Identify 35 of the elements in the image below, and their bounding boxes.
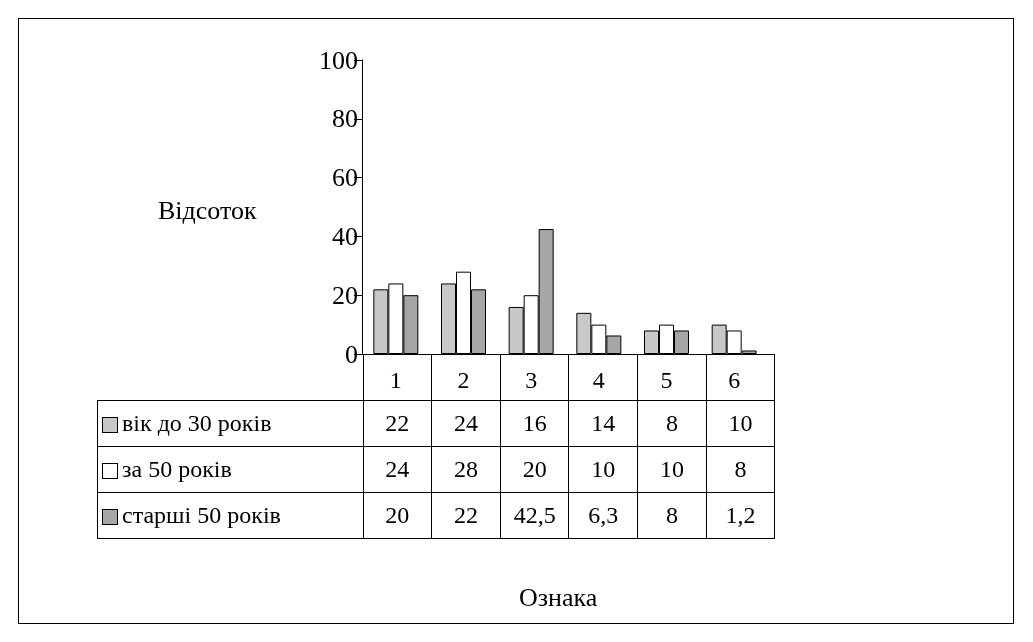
x-tick-label: 6 (728, 367, 741, 393)
data-label: 16 (500, 400, 569, 447)
y-tick-label: 100 (319, 45, 358, 75)
data-label: 28 (431, 446, 501, 493)
x-tick-label: 4 (592, 367, 605, 393)
x-tick-label: 3 (525, 367, 538, 393)
data-label: 20 (500, 446, 569, 493)
legend-label: старші 50 років (97, 492, 363, 539)
data-label: 10 (706, 400, 775, 447)
y-tick-label: 80 (332, 104, 358, 134)
data-label: 42,5 (500, 492, 569, 539)
data-label: 20 (363, 492, 432, 539)
x-tick-label: 2 (457, 367, 470, 393)
x-tick-label: 1 (389, 367, 402, 393)
data-label: 14 (568, 400, 638, 447)
data-label: 24 (363, 446, 432, 493)
y-tick-label: 0 (345, 339, 358, 369)
data-label: 24 (431, 400, 501, 447)
text: Ознака (519, 583, 598, 613)
data-label: 22 (363, 400, 432, 447)
y-axis-title: Відсоток (158, 196, 257, 226)
data-label: 1,2 (706, 492, 775, 539)
x-tick-label: 5 (660, 367, 673, 393)
y-tick-label: 60 (332, 163, 358, 193)
data-label: 22 (431, 492, 501, 539)
data-label: 10 (637, 446, 707, 493)
data-label: 8 (706, 446, 775, 493)
data-label: 8 (637, 400, 707, 447)
data-label: 6,3 (568, 492, 638, 539)
data-label: 10 (568, 446, 638, 493)
legend-label: вік до 30 років (97, 400, 363, 447)
legend-label: за 50 років (97, 446, 363, 493)
data-label: 8 (637, 492, 707, 539)
y-tick-label: 40 (332, 221, 358, 251)
y-tick-label: 20 (332, 280, 358, 310)
